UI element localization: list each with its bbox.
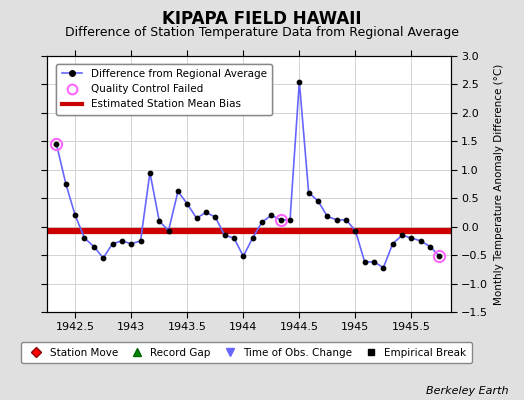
Point: [192, 215, 201, 221]
Point: [417, 238, 425, 244]
Point: [323, 213, 332, 220]
Point: [351, 228, 359, 234]
Point: [155, 218, 163, 224]
Point: [136, 238, 145, 244]
Point: [248, 235, 257, 241]
Text: Difference of Station Temperature Data from Regional Average: Difference of Station Temperature Data f…: [65, 26, 459, 39]
Point: [146, 170, 154, 176]
Point: [118, 238, 126, 244]
Point: [342, 217, 350, 223]
Point: [211, 214, 220, 220]
Point: [221, 232, 229, 238]
Point: [398, 232, 406, 238]
Point: [52, 141, 61, 147]
Point: [267, 212, 276, 218]
Point: [332, 217, 341, 223]
Point: [435, 253, 444, 260]
Point: [230, 235, 238, 241]
Legend: Station Move, Record Gap, Time of Obs. Change, Empirical Break: Station Move, Record Gap, Time of Obs. C…: [21, 342, 472, 363]
Point: [62, 181, 70, 187]
Point: [127, 240, 135, 247]
Point: [183, 201, 191, 207]
Point: [90, 243, 98, 250]
Point: [239, 253, 247, 260]
Point: [361, 259, 369, 265]
Point: [277, 217, 285, 223]
Point: [80, 235, 89, 241]
Point: [99, 255, 107, 261]
Point: [304, 189, 313, 196]
Text: KIPAPA FIELD HAWAII: KIPAPA FIELD HAWAII: [162, 10, 362, 28]
Point: [407, 235, 416, 241]
Point: [258, 219, 266, 225]
Point: [388, 240, 397, 247]
Point: [202, 209, 210, 216]
Point: [286, 217, 294, 223]
Point: [379, 264, 388, 271]
Point: [370, 259, 378, 265]
Point: [426, 243, 434, 250]
Text: Berkeley Earth: Berkeley Earth: [426, 386, 508, 396]
Y-axis label: Monthly Temperature Anomaly Difference (°C): Monthly Temperature Anomaly Difference (…: [494, 63, 504, 305]
Point: [165, 228, 173, 234]
Point: [174, 188, 182, 194]
Point: [108, 240, 117, 247]
Point: [295, 78, 303, 85]
Point: [71, 212, 79, 218]
Point: [314, 198, 322, 204]
Legend: Difference from Regional Average, Quality Control Failed, Estimated Station Mean: Difference from Regional Average, Qualit…: [57, 64, 272, 115]
